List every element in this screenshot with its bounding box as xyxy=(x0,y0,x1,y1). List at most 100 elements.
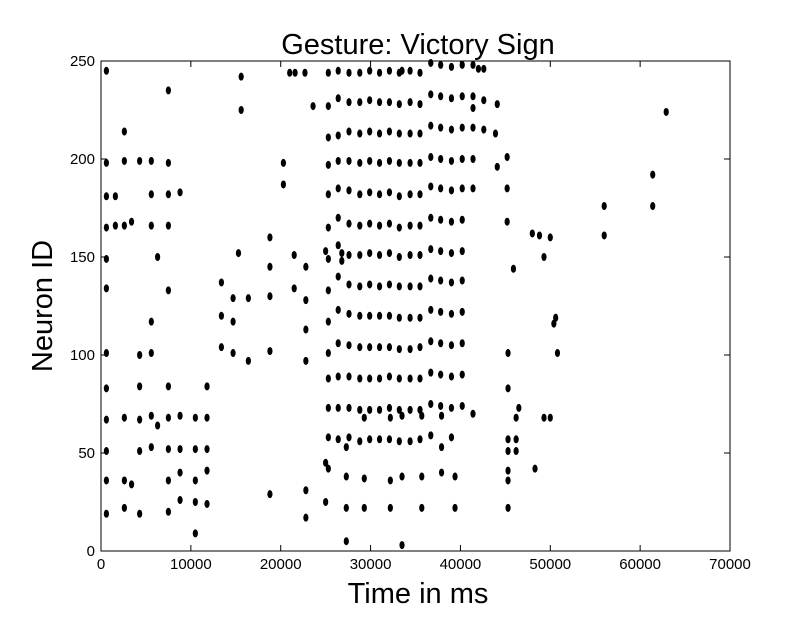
x-axis-label: Time in ms xyxy=(348,578,489,610)
spike-point xyxy=(292,68,298,77)
spike-point xyxy=(481,96,487,105)
spike-point xyxy=(148,156,154,165)
spike-point xyxy=(325,349,331,358)
spike-point xyxy=(470,92,476,101)
spike-point xyxy=(335,272,341,281)
spike-point xyxy=(407,158,413,167)
y-tick-label: 150 xyxy=(70,249,95,266)
spike-point xyxy=(325,464,331,473)
spike-point xyxy=(417,313,423,322)
spike-point xyxy=(165,507,171,516)
spike-point xyxy=(417,374,423,383)
spike-point xyxy=(357,405,363,414)
spike-point xyxy=(367,343,373,352)
spike-point xyxy=(137,447,143,456)
spike-point xyxy=(428,121,434,130)
spike-point xyxy=(325,223,331,232)
spike-point xyxy=(103,284,109,293)
spike-point xyxy=(192,413,198,422)
spike-point xyxy=(165,190,171,199)
spike-point xyxy=(428,431,434,440)
spike-point xyxy=(218,311,225,320)
spike-point xyxy=(407,251,413,260)
spike-point xyxy=(419,503,425,512)
spike-point xyxy=(148,317,154,326)
x-tick-label: 60000 xyxy=(619,556,661,573)
spike-point xyxy=(417,129,423,138)
spike-point xyxy=(417,190,423,199)
spike-point xyxy=(357,282,363,291)
spike-point xyxy=(459,155,465,163)
spike-point xyxy=(310,102,316,111)
spike-point xyxy=(346,98,352,107)
spike-point xyxy=(155,253,161,261)
spike-point xyxy=(601,231,607,240)
spike-point xyxy=(335,184,341,193)
spike-point xyxy=(396,437,402,446)
spike-point xyxy=(376,343,383,352)
x-tick-label: 20000 xyxy=(260,556,302,573)
spike-point xyxy=(192,498,198,506)
spike-point xyxy=(357,158,363,167)
spike-point xyxy=(280,158,287,167)
spike-point xyxy=(448,156,455,165)
spike-point xyxy=(343,472,349,481)
spike-point xyxy=(367,96,373,105)
spike-point xyxy=(325,254,331,263)
spike-point xyxy=(335,156,341,165)
spike-point xyxy=(148,349,154,358)
spike-point xyxy=(452,503,458,512)
spike-point xyxy=(335,339,341,348)
spike-point xyxy=(137,351,143,359)
spike-point xyxy=(165,445,171,454)
spike-point xyxy=(103,66,109,75)
spike-point xyxy=(148,190,154,199)
spike-point xyxy=(438,276,444,285)
spike-point xyxy=(303,513,309,522)
spike-point xyxy=(505,503,511,512)
spike-point xyxy=(417,405,423,414)
spike-point xyxy=(357,98,363,107)
spike-point xyxy=(335,66,341,75)
spike-point xyxy=(407,66,413,75)
spike-point xyxy=(346,156,352,165)
spike-point xyxy=(510,264,517,273)
spike-point xyxy=(459,247,465,256)
spike-point xyxy=(376,221,383,230)
spike-point xyxy=(148,221,154,230)
spike-point xyxy=(376,158,383,167)
spike-point xyxy=(663,107,669,116)
spike-point xyxy=(204,499,210,508)
spike-point xyxy=(396,313,402,322)
spike-point xyxy=(504,153,510,162)
plot-frame xyxy=(100,60,731,552)
spike-point xyxy=(396,345,402,354)
spike-point xyxy=(396,223,402,232)
spike-point xyxy=(325,190,331,199)
spike-point xyxy=(438,339,444,348)
spike-point xyxy=(121,156,127,165)
spike-point xyxy=(343,537,349,546)
spike-point xyxy=(287,68,293,77)
spike-point xyxy=(386,127,393,136)
spike-point xyxy=(148,443,154,452)
spike-point xyxy=(245,294,251,303)
spike-point xyxy=(417,100,423,109)
spike-point xyxy=(245,356,251,365)
spike-point xyxy=(204,382,210,391)
spike-point xyxy=(396,253,402,261)
spike-point xyxy=(407,190,413,199)
spike-point xyxy=(448,125,455,134)
spike-point xyxy=(417,251,423,260)
spike-point xyxy=(192,529,198,538)
spike-point xyxy=(428,245,434,254)
spike-point xyxy=(357,374,363,383)
spike-point xyxy=(339,256,345,265)
spike-point xyxy=(428,58,434,67)
spike-point xyxy=(428,153,434,162)
spike-point xyxy=(428,90,434,99)
spike-point xyxy=(367,66,373,75)
spike-point xyxy=(448,433,455,442)
spike-point xyxy=(505,466,511,475)
spike-point xyxy=(513,447,519,456)
